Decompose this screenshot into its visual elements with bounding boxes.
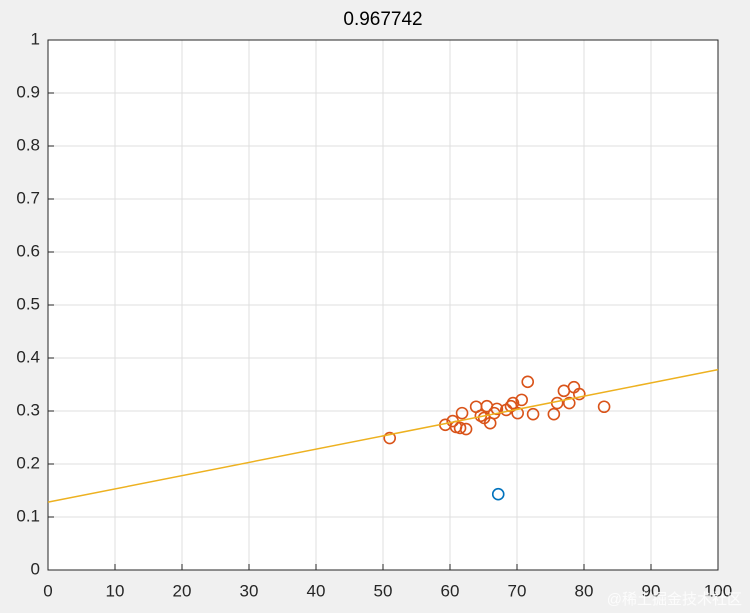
- point: [491, 487, 505, 501]
- watermark: @稀土掘金技术社区: [607, 591, 742, 608]
- point: [526, 407, 540, 421]
- y-tick-label: 0.2: [16, 453, 40, 472]
- point: [506, 396, 520, 410]
- point: [383, 431, 397, 445]
- y-tick-label: 0.3: [16, 400, 40, 419]
- point: [511, 406, 524, 420]
- x-tick-label: 90: [642, 581, 661, 600]
- point: [515, 393, 528, 407]
- x-tick-label: 40: [307, 581, 326, 600]
- point: [521, 375, 535, 389]
- x-tick-label: 60: [441, 581, 460, 600]
- x-tick-label: 20: [173, 581, 192, 600]
- y-tick-label: 0.4: [16, 347, 40, 366]
- x-tick-label: 80: [575, 581, 594, 600]
- y-tick-label: 0.6: [16, 241, 40, 260]
- y-tick-label: 0.5: [16, 294, 40, 313]
- point: [459, 422, 473, 436]
- x-tick-label: 70: [508, 581, 527, 600]
- axes-box: [47, 39, 719, 571]
- y-tick-label: 0: [31, 559, 40, 578]
- x-tick-label: 0: [43, 581, 52, 600]
- point: [490, 402, 504, 416]
- y-tick-label: 0.8: [16, 135, 40, 154]
- point: [453, 421, 467, 435]
- point: [597, 400, 611, 414]
- y-tick-label: 0.9: [16, 82, 40, 101]
- chart-title: 0.967742: [343, 9, 422, 30]
- x-tick-label: 30: [240, 581, 259, 600]
- point: [455, 406, 469, 420]
- fit-line: [47, 368, 719, 503]
- x-tick-label: 10: [106, 581, 125, 600]
- x-tick-label: 50: [374, 581, 393, 600]
- y-tick-label: 0.7: [16, 188, 40, 207]
- x-tick-label: 100: [704, 581, 732, 600]
- y-tick-label: 0.1: [16, 506, 40, 525]
- point: [573, 387, 586, 401]
- point: [547, 407, 561, 421]
- y-tick-label: 1: [31, 29, 40, 48]
- point: [562, 396, 576, 410]
